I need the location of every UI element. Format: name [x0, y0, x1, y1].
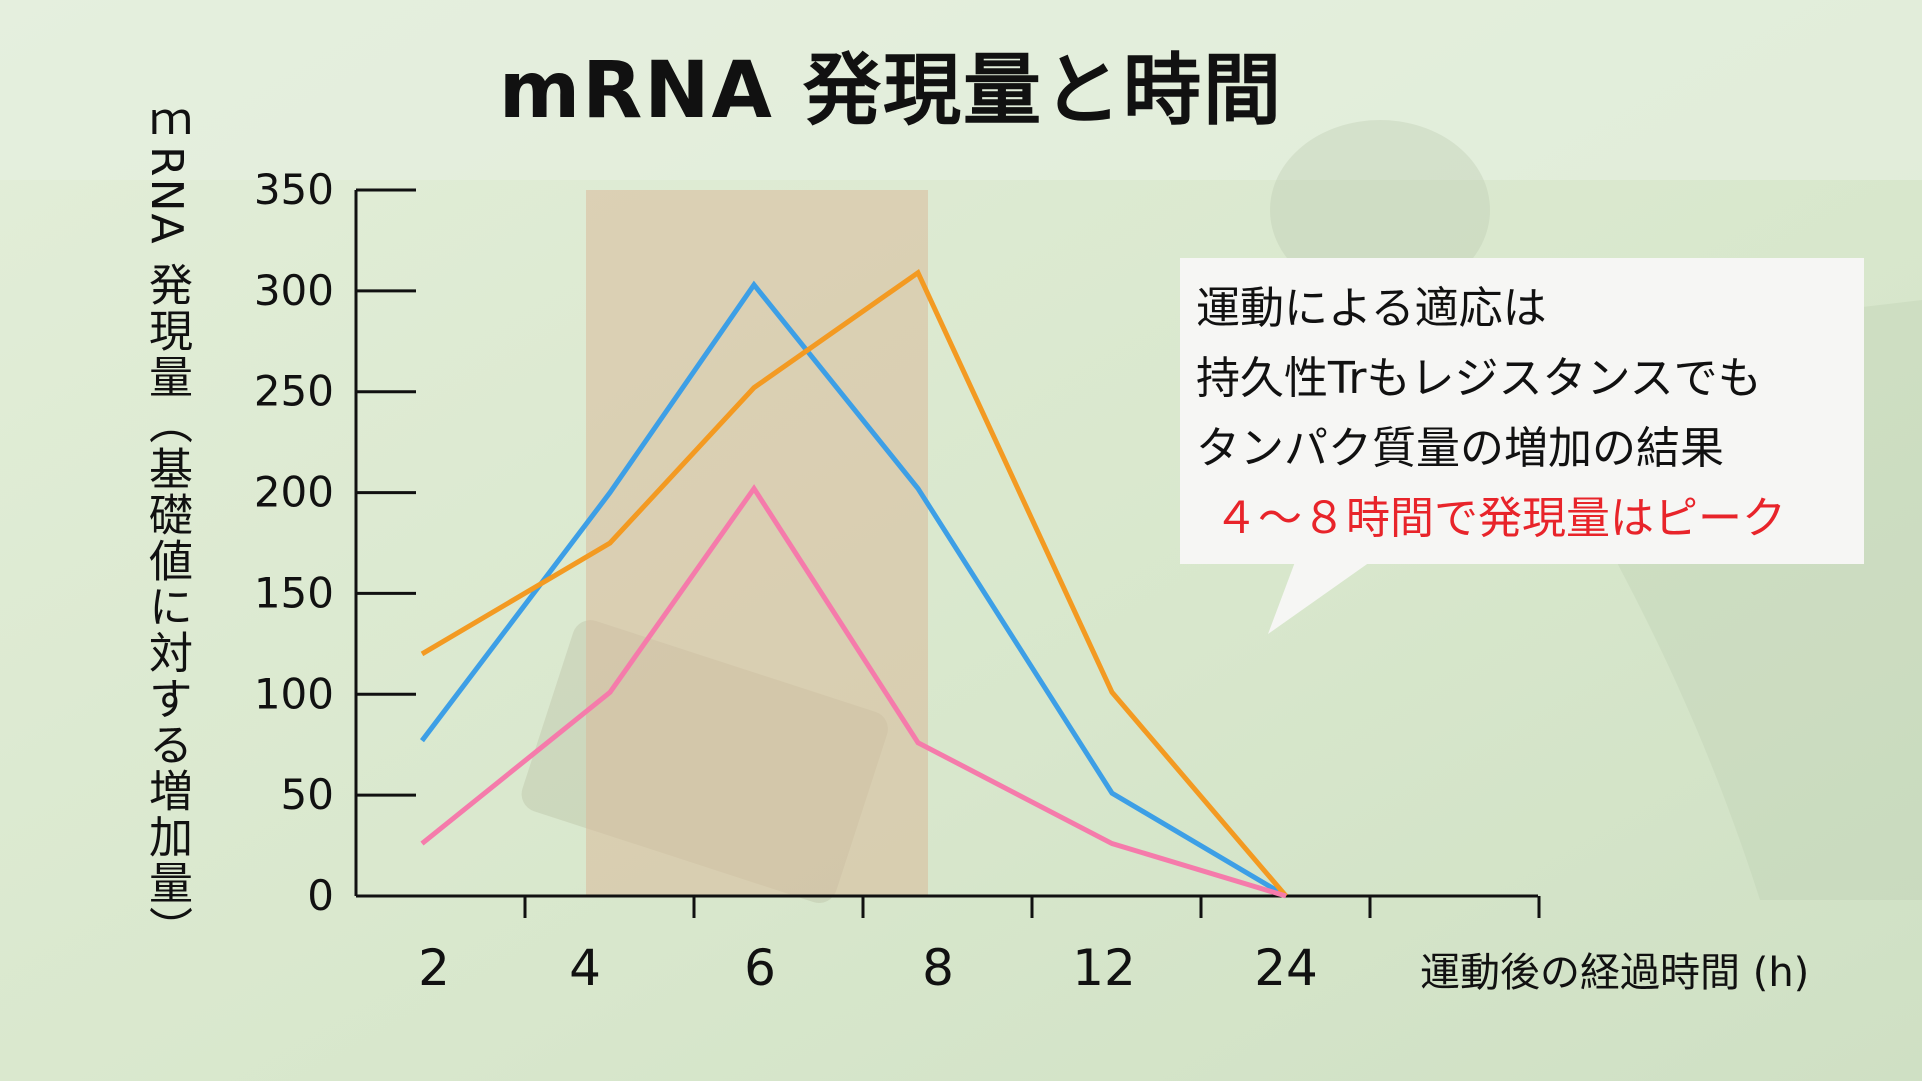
- x-tick-label: 24: [1254, 939, 1318, 997]
- y-tick-label: 150: [254, 568, 334, 617]
- highlight-region: [586, 190, 928, 896]
- series-line-blue: [420, 280, 1288, 899]
- y-axis-label: ｍRNA 発現量（基礎値に対する増加量）: [141, 100, 192, 952]
- y-tick-label: 300: [254, 266, 334, 315]
- page-title: mRNA 発現量と時間: [498, 46, 1284, 136]
- series-line-pink: [420, 484, 1287, 899]
- callout-line-1: 運動による適応は: [1196, 283, 1547, 334]
- series-line-orange: [420, 268, 1288, 898]
- y-tick-label: 350: [254, 165, 334, 214]
- callout-line-2: 持久性Trもレジスタンスでも: [1196, 353, 1762, 404]
- y-tick-label: 250: [254, 367, 334, 416]
- x-axis-label: 運動後の経過時間 (h): [1420, 950, 1810, 996]
- callout-line-3: タンパク質量の増加の結果: [1196, 423, 1724, 474]
- y-tick-label: 50: [281, 770, 334, 819]
- y-tick-label: 100: [254, 669, 334, 718]
- x-tick-label: 4: [569, 939, 601, 997]
- x-tick-label: 8: [922, 939, 954, 997]
- y-tick-label: 0: [307, 871, 334, 920]
- x-tick-label: 2: [418, 939, 450, 997]
- callout-box: 運動による適応は 持久性Trもレジスタンスでも タンパク質量の増加の結果 ４～８…: [1180, 258, 1864, 564]
- x-tick-label: 6: [744, 939, 776, 997]
- callout-highlight: ４～８時間で発現量はピーク: [1214, 493, 1786, 544]
- x-tick-label: 12: [1072, 939, 1136, 997]
- y-tick-label: 200: [254, 468, 334, 517]
